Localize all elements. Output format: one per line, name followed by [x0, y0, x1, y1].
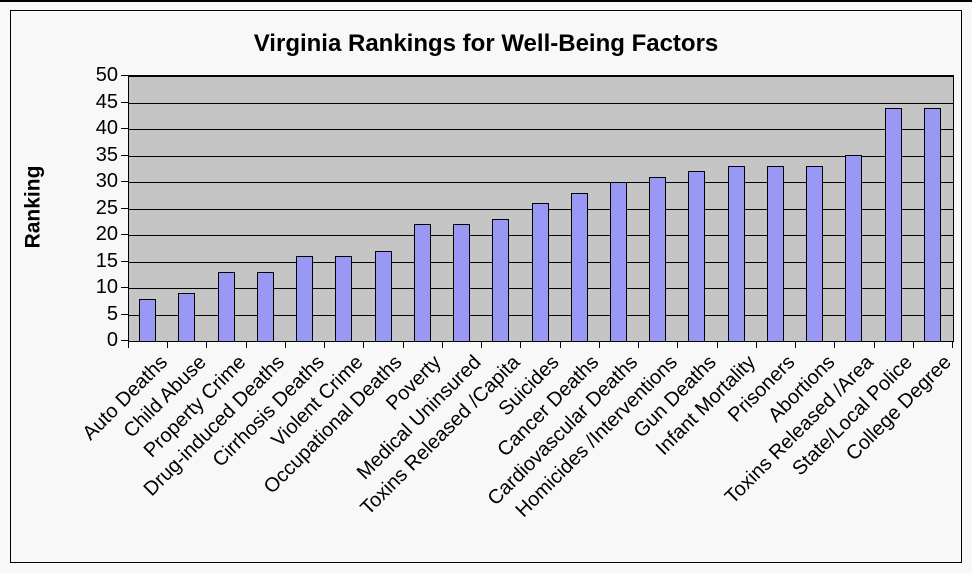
x-tick-mark-5: [324, 342, 325, 348]
x-tick-mark-11: [560, 342, 561, 348]
bar-drug-induced-deaths: [257, 272, 274, 341]
bar-medical-uninsured: [453, 224, 470, 341]
y-tick-mark-5: [121, 314, 128, 315]
bar-toxins-released-capita: [492, 219, 509, 341]
bar-cancer-deaths: [571, 193, 588, 341]
bar-violent-crime: [335, 256, 352, 341]
bar-auto-deaths: [139, 299, 156, 341]
bar-suicides: [532, 203, 549, 341]
y-tick-label-45: 45: [95, 91, 118, 113]
x-tick-mark-10: [520, 342, 521, 348]
x-tick-mark-0: [128, 342, 129, 348]
x-tick-mark-16: [756, 342, 757, 348]
x-tick-mark-14: [677, 342, 678, 348]
y-tick-mark-10: [121, 287, 128, 288]
x-tick-mark-15: [717, 342, 718, 348]
y-tick-mark-45: [121, 102, 128, 103]
plot-area: [128, 75, 954, 342]
bar-state-local-police: [885, 108, 902, 341]
gridline-35: [129, 156, 953, 157]
gridline-40: [129, 129, 953, 130]
bar-homicides-interventions: [649, 177, 666, 341]
gridline-45: [129, 103, 953, 104]
gridline-50: [129, 76, 953, 77]
bar-poverty: [414, 224, 431, 341]
y-tick-mark-35: [121, 155, 128, 156]
x-tick-mark-6: [363, 342, 364, 348]
x-tick-mark-13: [638, 342, 639, 348]
bar-chart: Virginia Rankings for Well-Being Factors…: [10, 10, 962, 563]
y-tick-mark-30: [121, 181, 128, 182]
bar-infant-mortality: [728, 166, 745, 341]
x-tick-mark-1: [167, 342, 168, 348]
bar-occupational-deaths: [375, 251, 392, 341]
y-tick-mark-0: [121, 340, 128, 341]
y-tick-label-10: 10: [95, 276, 118, 298]
x-tick-mark-9: [481, 342, 482, 348]
y-tick-label-30: 30: [95, 170, 118, 192]
x-tick-mark-18: [834, 342, 835, 348]
top-border-line: [0, 0, 972, 2]
chart-title: Virginia Rankings for Well-Being Factors: [253, 30, 719, 57]
y-tick-label-50: 50: [95, 64, 118, 86]
x-tick-mark-7: [403, 342, 404, 348]
bar-property-crime: [218, 272, 235, 341]
y-tick-mark-50: [121, 75, 128, 76]
y-tick-label-0: 0: [106, 329, 118, 351]
bar-toxins-released-area: [845, 155, 862, 341]
x-tick-mark-8: [442, 342, 443, 348]
y-tick-label-20: 20: [95, 223, 118, 245]
x-tick-mark-17: [795, 342, 796, 348]
y-tick-mark-15: [121, 261, 128, 262]
y-axis-title: Ranking: [21, 165, 44, 249]
x-tick-mark-19: [874, 342, 875, 348]
x-tick-mark-12: [599, 342, 600, 348]
bar-gun-deaths: [688, 171, 705, 341]
x-tick-mark-3: [246, 342, 247, 348]
y-axis-title-box: Ranking: [13, 127, 53, 287]
bar-prisoners: [767, 166, 784, 341]
y-tick-label-5: 5: [106, 303, 118, 325]
bar-cardiovascular-deaths: [610, 182, 627, 341]
bar-child-abuse: [178, 293, 195, 341]
gridline-30: [129, 182, 953, 183]
bar-college-degree: [924, 108, 941, 341]
y-tick-label-35: 35: [95, 144, 118, 166]
y-tick-mark-20: [121, 234, 128, 235]
x-tick-mark-20: [913, 342, 914, 348]
x-tick-mark-21: [952, 342, 953, 348]
bar-abortions: [806, 166, 823, 341]
y-tick-label-40: 40: [95, 117, 118, 139]
x-tick-mark-4: [285, 342, 286, 348]
y-tick-mark-40: [121, 128, 128, 129]
bar-cirrhosis-deaths: [296, 256, 313, 341]
x-tick-mark-2: [206, 342, 207, 348]
y-tick-label-25: 25: [95, 197, 118, 219]
y-tick-label-15: 15: [95, 250, 118, 272]
y-tick-mark-25: [121, 208, 128, 209]
